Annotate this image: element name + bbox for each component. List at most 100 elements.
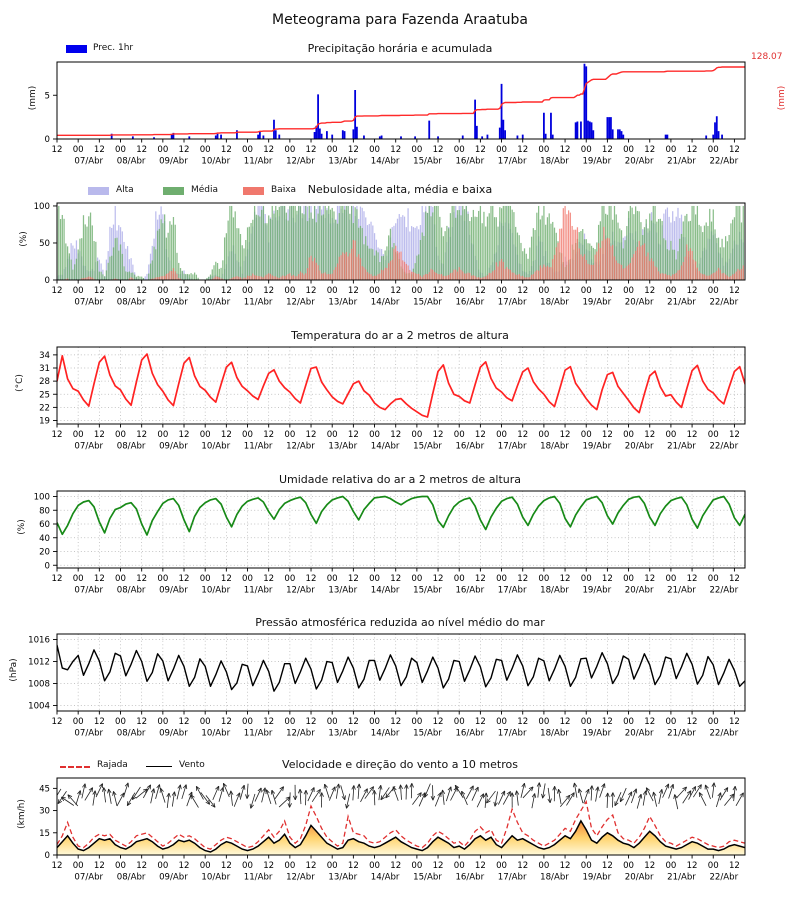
svg-text:00: 00 (115, 145, 126, 155)
svg-text:00: 00 (496, 861, 507, 871)
svg-text:12: 12 (306, 861, 317, 871)
svg-text:0: 0 (45, 276, 50, 286)
svg-text:08/Abr: 08/Abr (117, 586, 146, 596)
svg-text:07/Abr: 07/Abr (74, 298, 103, 308)
svg-text:13/Abr: 13/Abr (328, 298, 357, 308)
svg-text:22/Abr: 22/Abr (709, 157, 738, 167)
panel-wind: 0 15 30 45 12 00 12 00 12 00 12 00 12 00 12 00 12 00 12 00 1… (39, 777, 746, 883)
svg-text:12: 12 (644, 574, 655, 584)
hum-ylabel: (%) (17, 519, 27, 535)
svg-text:00: 00 (538, 861, 549, 871)
svg-text:00: 00 (411, 145, 422, 155)
svg-text:13/Abr: 13/Abr (328, 586, 357, 596)
svg-text:10/Abr: 10/Abr (201, 298, 230, 308)
svg-text:12: 12 (475, 145, 486, 155)
svg-text:10/Abr: 10/Abr (201, 873, 230, 883)
svg-text:25: 25 (39, 390, 50, 400)
svg-text:12: 12 (687, 145, 698, 155)
svg-text:00: 00 (242, 145, 253, 155)
svg-text:12: 12 (94, 861, 105, 871)
svg-text:00: 00 (73, 145, 84, 155)
svg-text:00: 00 (623, 145, 634, 155)
svg-text:12: 12 (136, 574, 147, 584)
svg-text:00: 00 (369, 145, 380, 155)
svg-text:28: 28 (39, 377, 50, 387)
svg-text:00: 00 (284, 574, 295, 584)
svg-text:10/Abr: 10/Abr (201, 729, 230, 739)
svg-text:12: 12 (348, 286, 359, 296)
svg-text:12: 12 (517, 286, 528, 296)
svg-text:00: 00 (454, 286, 465, 296)
svg-text:00: 00 (496, 430, 507, 440)
svg-text:15/Abr: 15/Abr (413, 157, 442, 167)
cloud-legend-swatch-alta (88, 187, 109, 195)
svg-text:19/Abr: 19/Abr (582, 157, 611, 167)
svg-text:07/Abr: 07/Abr (74, 442, 103, 452)
svg-text:09/Abr: 09/Abr (159, 873, 188, 883)
svg-text:18/Abr: 18/Abr (540, 873, 569, 883)
svg-text:00: 00 (411, 286, 422, 296)
svg-text:00: 00 (411, 574, 422, 584)
svg-text:12: 12 (602, 574, 613, 584)
svg-text:00: 00 (623, 717, 634, 727)
svg-text:12: 12 (687, 430, 698, 440)
svg-text:00: 00 (538, 286, 549, 296)
cloud-legend-swatch-baixa (243, 187, 264, 195)
svg-text:00: 00 (369, 286, 380, 296)
svg-text:08/Abr: 08/Abr (117, 442, 146, 452)
svg-text:1008: 1008 (28, 680, 50, 690)
svg-text:12: 12 (221, 574, 232, 584)
svg-text:20: 20 (39, 548, 50, 558)
svg-text:00: 00 (200, 286, 211, 296)
svg-text:12: 12 (263, 717, 274, 727)
svg-text:12/Abr: 12/Abr (286, 442, 315, 452)
svg-text:12: 12 (433, 286, 444, 296)
svg-text:12: 12 (729, 145, 740, 155)
svg-text:07/Abr: 07/Abr (74, 586, 103, 596)
svg-text:14/Abr: 14/Abr (371, 873, 400, 883)
svg-text:21/Abr: 21/Abr (667, 873, 696, 883)
svg-text:10/Abr: 10/Abr (201, 586, 230, 596)
svg-text:12: 12 (348, 861, 359, 871)
precip-title: Precipitação horária e acumulada (307, 42, 493, 55)
svg-text:12: 12 (390, 574, 401, 584)
svg-text:00: 00 (496, 145, 507, 155)
svg-text:15/Abr: 15/Abr (413, 873, 442, 883)
svg-text:12: 12 (179, 145, 190, 155)
svg-text:16/Abr: 16/Abr (455, 298, 484, 308)
svg-text:12: 12 (52, 145, 63, 155)
svg-text:12: 12 (602, 861, 613, 871)
svg-text:00: 00 (581, 717, 592, 727)
panel-temp: 19 22 25 28 31 34 12 00 12 00 12 00 12 00 12 00 12 00 12 00… (39, 346, 746, 452)
svg-text:09/Abr: 09/Abr (159, 442, 188, 452)
svg-text:00: 00 (538, 717, 549, 727)
wind-legend-label-vento: Vento (179, 760, 205, 770)
svg-text:12: 12 (179, 430, 190, 440)
svg-text:00: 00 (665, 717, 676, 727)
svg-text:13/Abr: 13/Abr (328, 157, 357, 167)
svg-text:14/Abr: 14/Abr (371, 729, 400, 739)
svg-text:12: 12 (687, 717, 698, 727)
svg-text:12: 12 (644, 286, 655, 296)
svg-text:12: 12 (263, 574, 274, 584)
svg-text:12: 12 (729, 574, 740, 584)
svg-text:00: 00 (242, 286, 253, 296)
svg-text:00: 00 (157, 430, 168, 440)
svg-text:19/Abr: 19/Abr (582, 873, 611, 883)
precip-ylabel: (mm) (28, 85, 38, 111)
svg-text:00: 00 (115, 861, 126, 871)
svg-text:12: 12 (94, 430, 105, 440)
svg-text:12: 12 (179, 574, 190, 584)
svg-text:12: 12 (729, 430, 740, 440)
svg-text:21/Abr: 21/Abr (667, 586, 696, 596)
svg-text:00: 00 (454, 145, 465, 155)
cloud-legend-swatch-media (163, 187, 184, 195)
svg-text:11/Abr: 11/Abr (244, 586, 273, 596)
panel-pres: 1004 1008 1012 1016 12 00 12 00 12 00 12 00 12 00 12 00… (28, 633, 746, 739)
svg-text:00: 00 (369, 574, 380, 584)
svg-text:20/Abr: 20/Abr (625, 586, 654, 596)
svg-text:09/Abr: 09/Abr (159, 157, 188, 167)
svg-text:11/Abr: 11/Abr (244, 729, 273, 739)
svg-text:22: 22 (39, 403, 50, 413)
